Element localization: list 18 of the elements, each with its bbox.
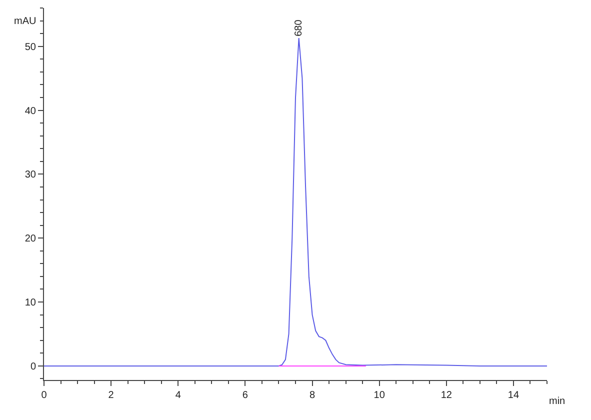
x-axis-title: min: [549, 396, 566, 407]
x-tick-label: 0: [41, 390, 48, 401]
x-tick-label: 2: [108, 390, 114, 401]
x-tick-label: 8: [309, 390, 316, 401]
x-tick-label: 12: [440, 390, 452, 401]
y-tick-label: 10: [24, 298, 36, 309]
annotation: 680: [293, 19, 304, 36]
y-axis-title: mAU: [14, 16, 36, 27]
y-tick-label: 0: [30, 361, 36, 372]
x-tick-label: 6: [242, 390, 248, 401]
x-tick-label: 10: [374, 390, 386, 401]
y-tick-label: 50: [24, 42, 36, 53]
y-tick-label: 20: [24, 234, 36, 245]
y-tick-label: 30: [24, 170, 36, 181]
x-tick-label: 14: [508, 390, 520, 401]
x-tick-label: 4: [175, 390, 182, 401]
y-tick-label: 40: [24, 106, 36, 117]
line-series: [44, 38, 547, 366]
